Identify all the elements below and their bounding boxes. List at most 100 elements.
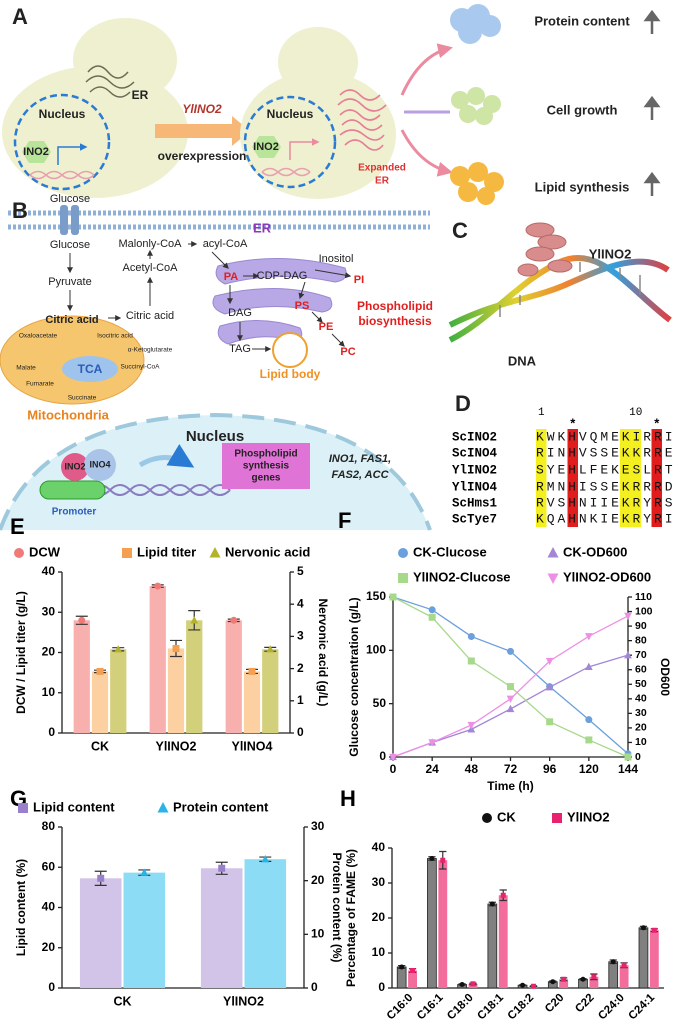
label: acyl-CoA (203, 238, 248, 250)
bar (487, 903, 498, 989)
lipid-icon (450, 162, 504, 205)
label: INO4 (89, 459, 110, 469)
label: ER (375, 176, 390, 187)
label: Pyruvate (48, 276, 91, 288)
y2-tick-label: 40 (635, 693, 647, 705)
x-tick-label: C24:1 (627, 991, 658, 1019)
legend-label: CK-Clucose (413, 544, 487, 559)
dna-bases (499, 262, 641, 317)
data-point (584, 633, 593, 641)
label: TCA (78, 362, 103, 376)
label: INO2 (253, 141, 279, 153)
bar (149, 586, 166, 733)
ino2 (61, 453, 89, 481)
label: DNA (508, 353, 537, 368)
label: YlINO2 (182, 102, 222, 116)
y2-tick-label: 30 (311, 819, 325, 833)
label: ER (253, 220, 272, 235)
data-point (389, 753, 397, 762)
x-tick-label: CK (91, 739, 109, 753)
bar (167, 648, 185, 733)
data-point (266, 645, 275, 653)
x-tick-label: 144 (618, 762, 638, 776)
bar (244, 859, 287, 988)
data-point (561, 976, 567, 982)
data-point (585, 736, 593, 744)
legend-symbol (398, 573, 408, 583)
ino2-protein (252, 136, 281, 158)
legend-label: Nervonic acid (225, 544, 310, 559)
bar (559, 979, 569, 988)
data-point (96, 667, 104, 675)
sequence: KWKHVQMEKIRRI (536, 429, 673, 444)
x-tick-label: 96 (543, 762, 557, 776)
label: A (12, 4, 28, 29)
label: Glucose (50, 193, 90, 205)
label: Succinate (68, 395, 97, 402)
label: Lipid body (260, 367, 321, 381)
bar (619, 965, 629, 988)
bar (186, 620, 203, 733)
bar (110, 649, 127, 733)
line (392, 596, 629, 758)
legend-symbol (157, 802, 169, 813)
ino4 (84, 449, 116, 481)
label: CDP-DAG (257, 270, 308, 282)
legend-symbol (14, 548, 24, 558)
y2-tick-label: 1 (297, 693, 304, 707)
legend-label: YlINO2 (567, 809, 610, 824)
y-tick-label: 0 (48, 725, 55, 739)
x-tick-label: C16:0 (385, 992, 416, 1019)
data-point (218, 864, 226, 872)
bar (396, 966, 407, 989)
bar (262, 649, 279, 733)
sequence: SYEHLFEKESLRT (536, 462, 673, 477)
y-tick-label: 40 (372, 840, 386, 854)
label: Isocitric acid (97, 333, 133, 340)
nucleus (13, 93, 111, 191)
y2-tick-label: 0 (635, 751, 641, 763)
label: Phospholipid (357, 299, 433, 313)
y-tick-label: 40 (42, 900, 56, 914)
y2-tick-label: 20 (635, 722, 647, 734)
panel-label: E (10, 514, 25, 539)
data-point (624, 650, 632, 659)
label: Fumarate (26, 381, 54, 388)
label: synthesis (243, 461, 290, 472)
label: biosynthesis (358, 314, 432, 328)
y-axis-title: Percentage of FAME (%) (344, 849, 358, 987)
data-point (154, 582, 162, 590)
x-tick-label: YlINO4 (232, 739, 273, 753)
transporter (60, 205, 68, 235)
y-tick-label: 40 (42, 564, 56, 578)
label: PE (319, 321, 334, 333)
data-point (230, 616, 238, 624)
y2-tick-label: 2 (297, 661, 304, 675)
label: DAG (228, 307, 252, 319)
y2-tick-label: 20 (311, 873, 325, 887)
panel-label: H (340, 786, 356, 811)
x-tick-label: 120 (579, 762, 599, 776)
x-tick-label: C16:1 (415, 991, 446, 1019)
bar (649, 930, 659, 988)
legend-label: Lipid content (33, 799, 115, 814)
legend-label: Protein content (173, 799, 269, 814)
genes-box (222, 443, 310, 489)
y2-tick-label: 70 (635, 649, 647, 661)
data-point (651, 927, 657, 933)
label: Nucleus (267, 107, 314, 121)
x-tick-label: 0 (390, 762, 397, 776)
legend-symbol (547, 547, 559, 558)
y2-axis-title: OD600 (658, 658, 672, 696)
up-arrows (643, 9, 661, 196)
nuclear-envelope (0, 412, 432, 531)
sequence-name: ScINO4 (452, 446, 498, 460)
y-tick-label: 30 (42, 604, 56, 618)
label: Citric acid (45, 314, 98, 326)
data-point (500, 892, 506, 898)
label: Nucleus (39, 107, 86, 121)
x-tick-label: CK (113, 994, 131, 1008)
data-point (410, 968, 416, 973)
bar (79, 878, 122, 988)
